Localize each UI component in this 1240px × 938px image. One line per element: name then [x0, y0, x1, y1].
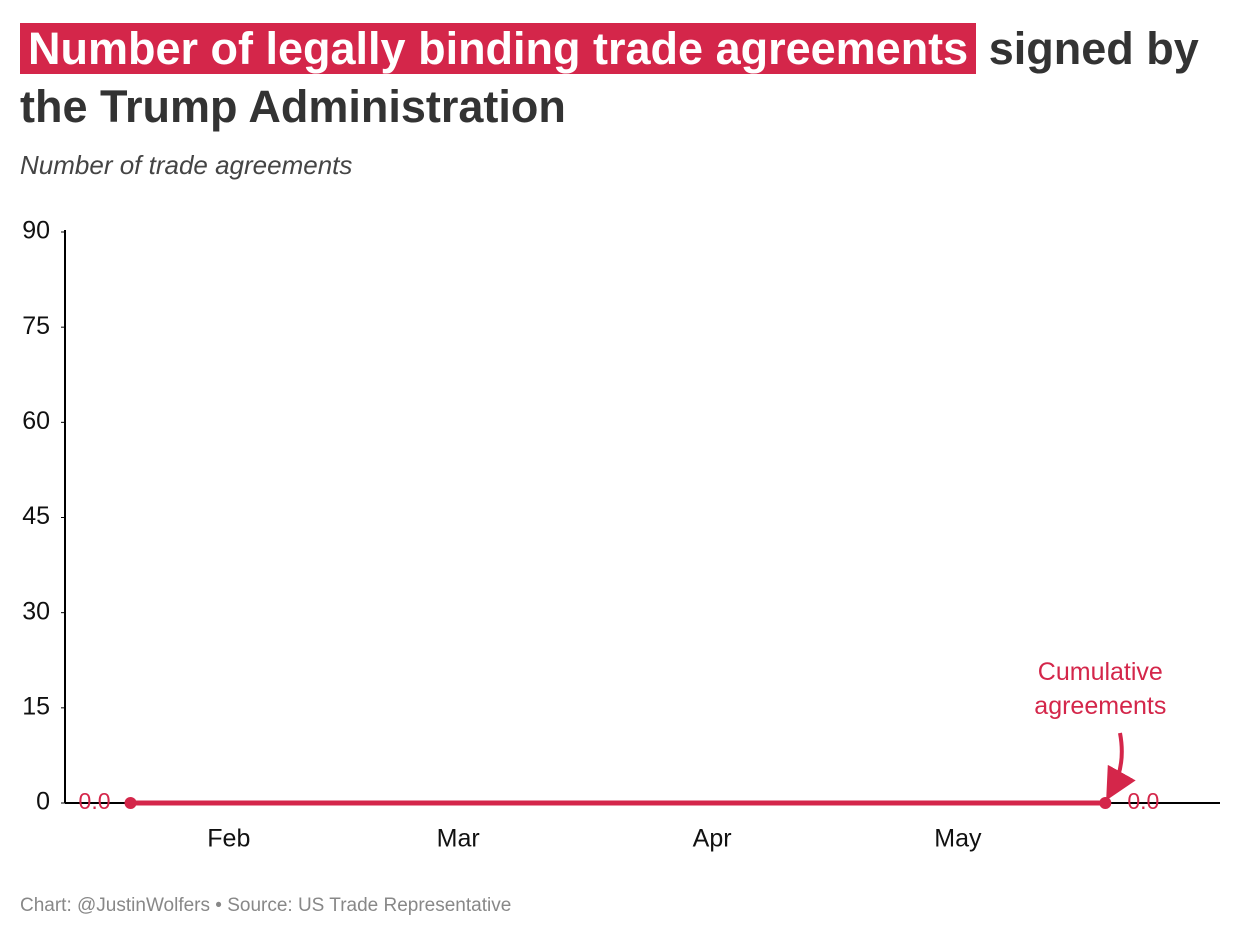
- title-highlight: Number of legally binding trade agreemen…: [20, 23, 977, 74]
- y-tick-label: 0: [36, 788, 50, 816]
- chart-title: Number of legally binding trade agreemen…: [20, 20, 1220, 136]
- y-tick-label: 30: [22, 597, 50, 625]
- y-tick-label: 90: [22, 217, 50, 245]
- y-tick-label: 75: [22, 312, 50, 340]
- x-tick-label: Feb: [207, 825, 250, 853]
- x-tick-label: Mar: [437, 825, 480, 853]
- subtitle: Number of trade agreements: [20, 150, 353, 180]
- footer: Chart: @JustinWolfers • Source: US Trade…: [20, 895, 512, 916]
- series-label: Cumulative agreements: [1034, 658, 1166, 720]
- value-label: 0.0: [79, 788, 111, 814]
- y-tick-label: 15: [22, 692, 50, 720]
- y-tick-label: 45: [22, 502, 50, 530]
- annotation-arrow: [1106, 732, 1136, 801]
- x-tick-label: May: [934, 825, 982, 853]
- data-point: [1099, 797, 1112, 809]
- data-point: [124, 797, 137, 809]
- title-rest: signed by the Trump Administration: [20, 23, 1199, 132]
- value-label: 0.0: [1127, 788, 1159, 814]
- y-tick-label: 60: [22, 407, 50, 435]
- x-tick-label: Apr: [693, 825, 732, 853]
